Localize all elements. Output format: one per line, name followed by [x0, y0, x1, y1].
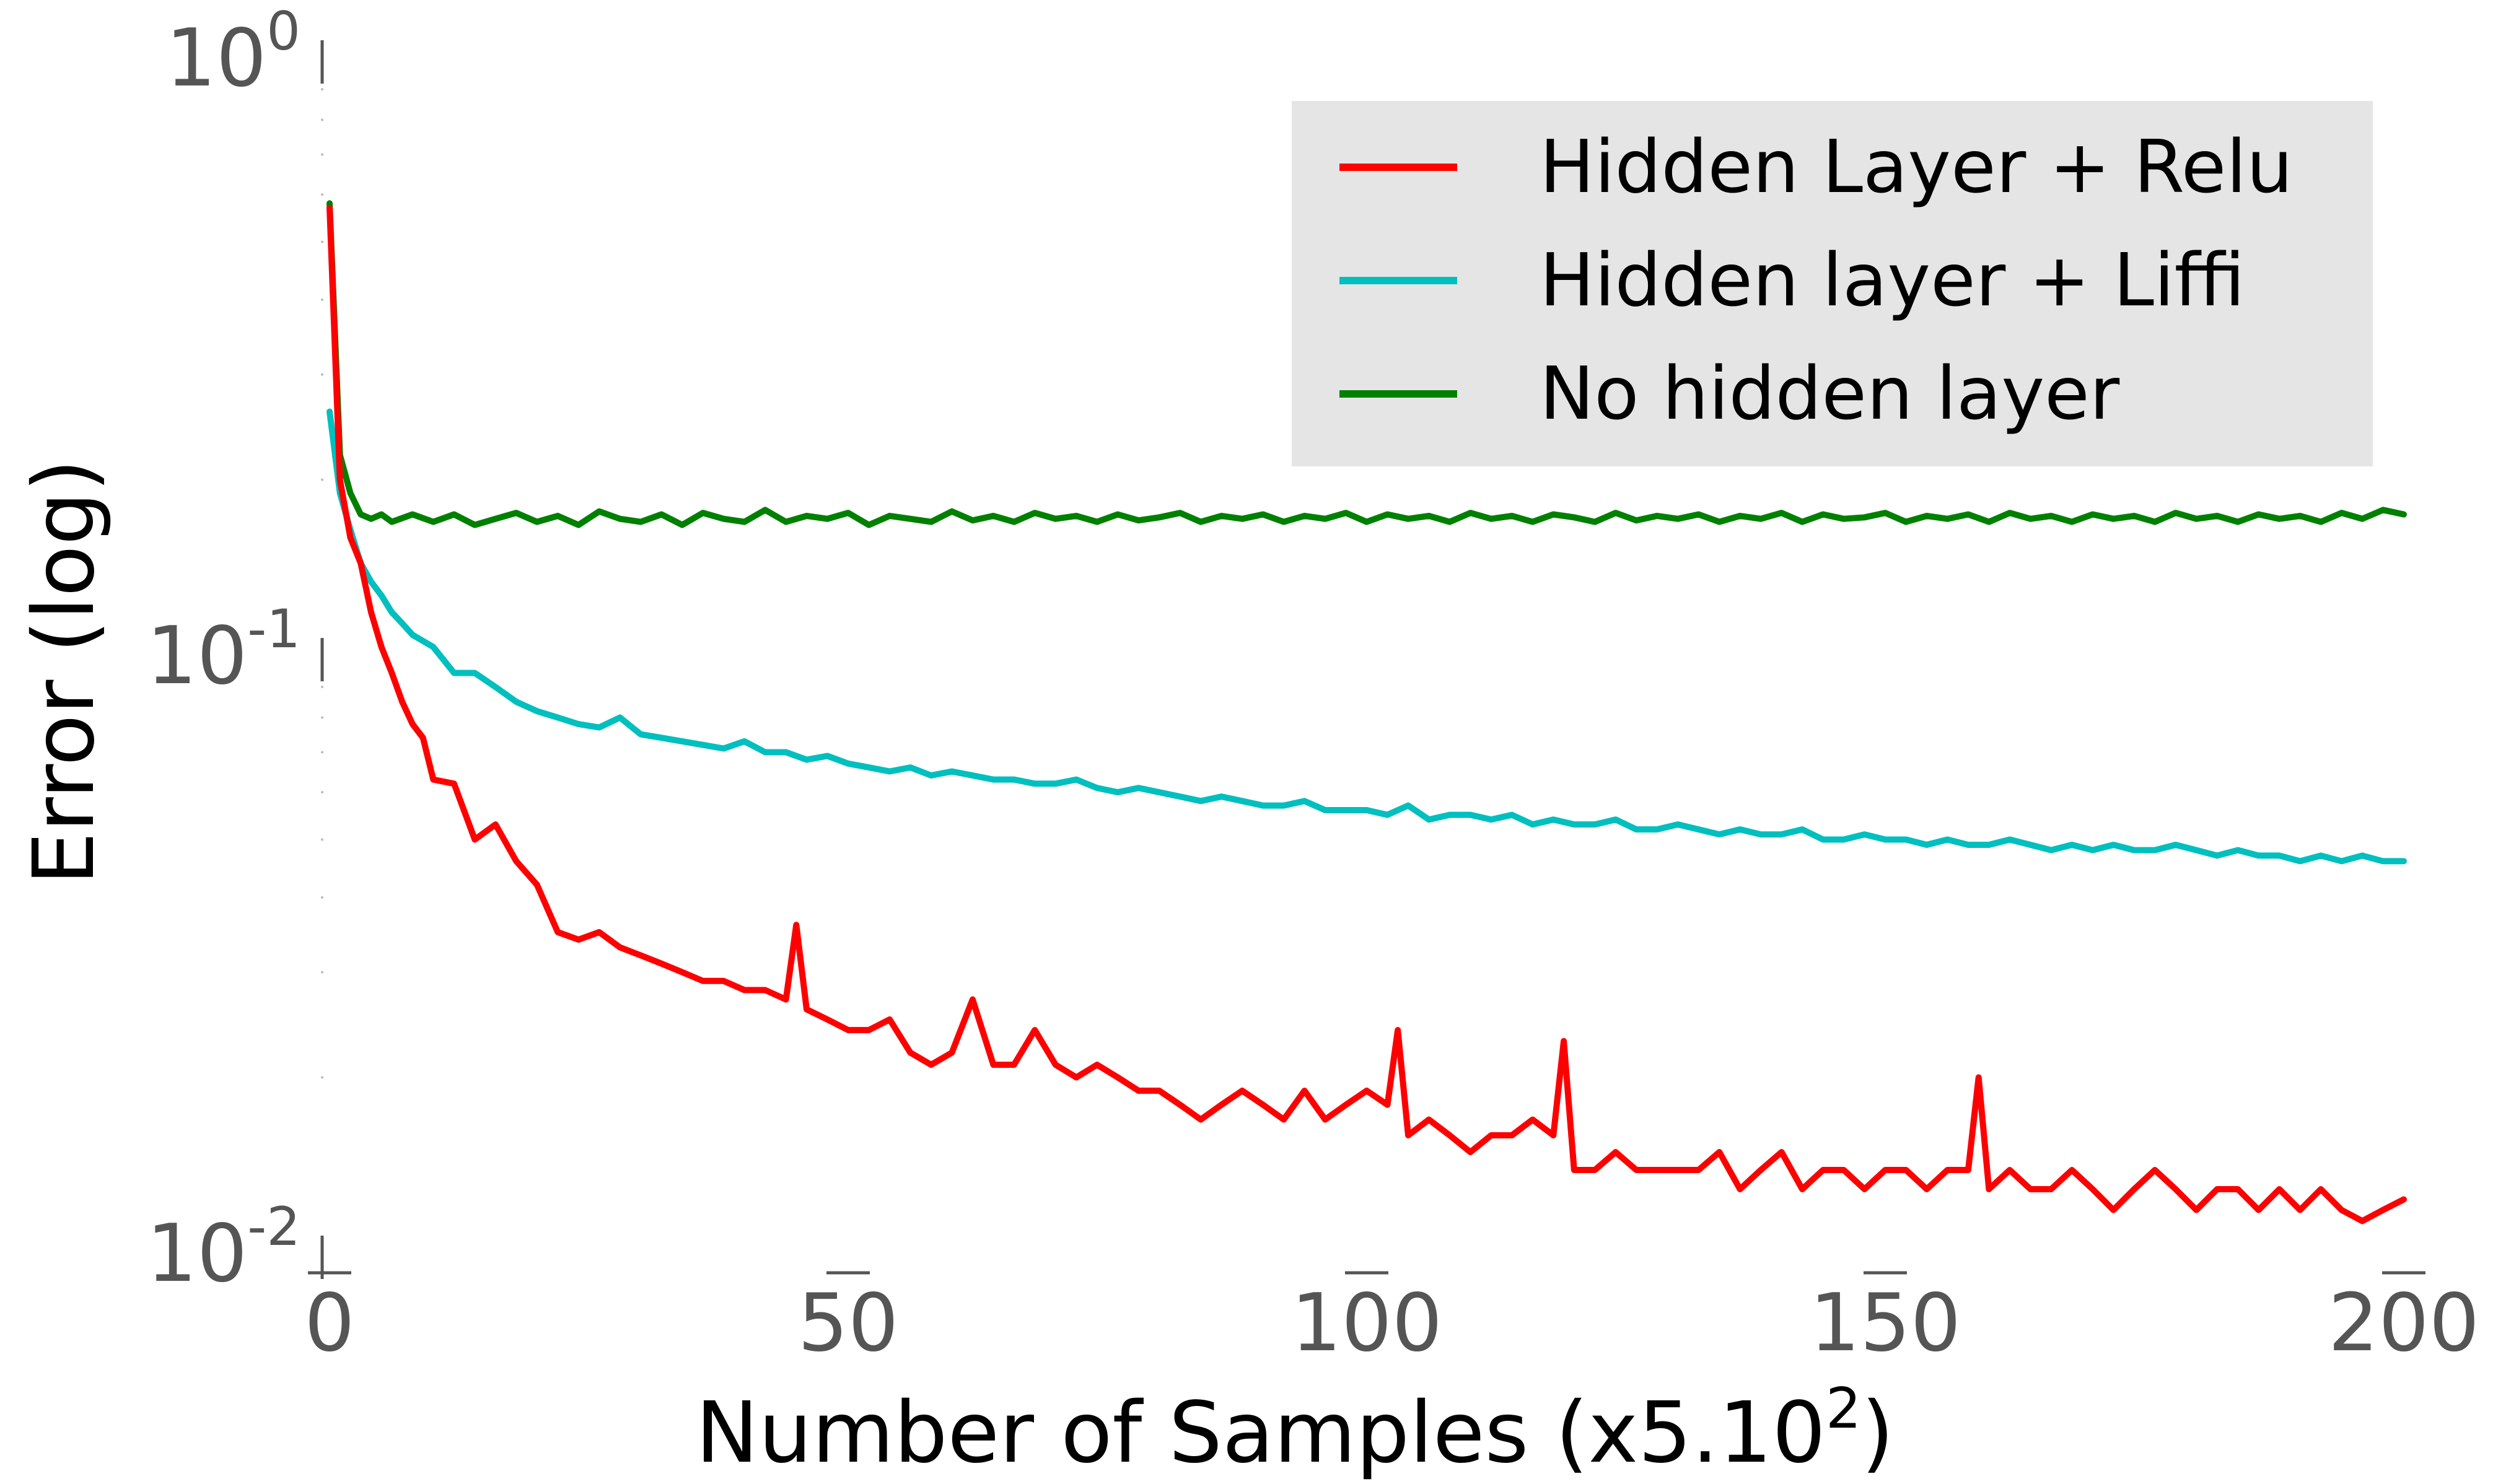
y-minor-tick	[321, 751, 323, 754]
y-axis-title: Error (log)	[15, 459, 113, 885]
series-lines	[326, 200, 2407, 1224]
x-axis-title-text: Number of Samples (x5.10	[696, 1384, 1826, 1482]
legend-label: Hidden Layer + Relu	[1540, 124, 2293, 209]
x-tick-label: 150	[1810, 1277, 1961, 1369]
x-axis-title-superscript: 2	[1826, 1376, 1861, 1441]
y-tick-label: 100	[165, 1, 300, 105]
y-minor-tick	[321, 373, 323, 376]
y-minor-tick	[321, 686, 323, 689]
y-minor-tick	[321, 118, 323, 121]
y-minor-tick	[321, 88, 323, 91]
series-line-1	[326, 408, 2407, 865]
y-minor-tick	[321, 716, 323, 719]
y-minor-tick	[321, 193, 323, 196]
y-minor-tick	[321, 896, 323, 899]
x-axis-title: Number of Samples (x5.102)	[696, 1376, 1895, 1482]
x-tick-label: 0	[304, 1277, 354, 1369]
y-tick-label: 10-1	[146, 598, 300, 702]
x-tick-label: 200	[2328, 1277, 2479, 1369]
y-minor-tick	[321, 299, 323, 302]
x-axis-title-close: )	[1861, 1384, 1894, 1482]
y-tick-label: 10-2	[146, 1196, 300, 1300]
legend-label: Hidden layer + Liffi	[1540, 237, 2245, 323]
y-tick-base: 10	[146, 610, 247, 702]
x-tick-label: 50	[798, 1277, 899, 1369]
legend-box	[1292, 101, 2373, 466]
y-minor-tick	[321, 240, 323, 243]
y-minor-tick	[321, 478, 323, 481]
y-tick-exponent: -1	[247, 598, 300, 660]
y-minor-tick	[321, 838, 323, 841]
y-minor-tick	[321, 1076, 323, 1079]
y-minor-tick	[321, 153, 323, 156]
y-tick-exponent: 0	[266, 1, 300, 63]
y-tick-base: 10	[146, 1208, 247, 1300]
y-tick-base: 10	[165, 12, 266, 105]
x-tick-label: 100	[1291, 1277, 1442, 1369]
x-axis-ticks: 0 50 100 150 200	[304, 1271, 2479, 1369]
y-tick-exponent: -2	[247, 1196, 300, 1258]
series-line-2	[326, 200, 2407, 528]
legend-label: No hidden layer	[1540, 351, 2120, 436]
legend: Hidden Layer + Relu Hidden layer + Liffi N…	[1292, 101, 2373, 466]
y-minor-tick	[321, 971, 323, 974]
series-line-0	[326, 204, 2407, 1224]
y-minor-tick	[321, 791, 323, 794]
